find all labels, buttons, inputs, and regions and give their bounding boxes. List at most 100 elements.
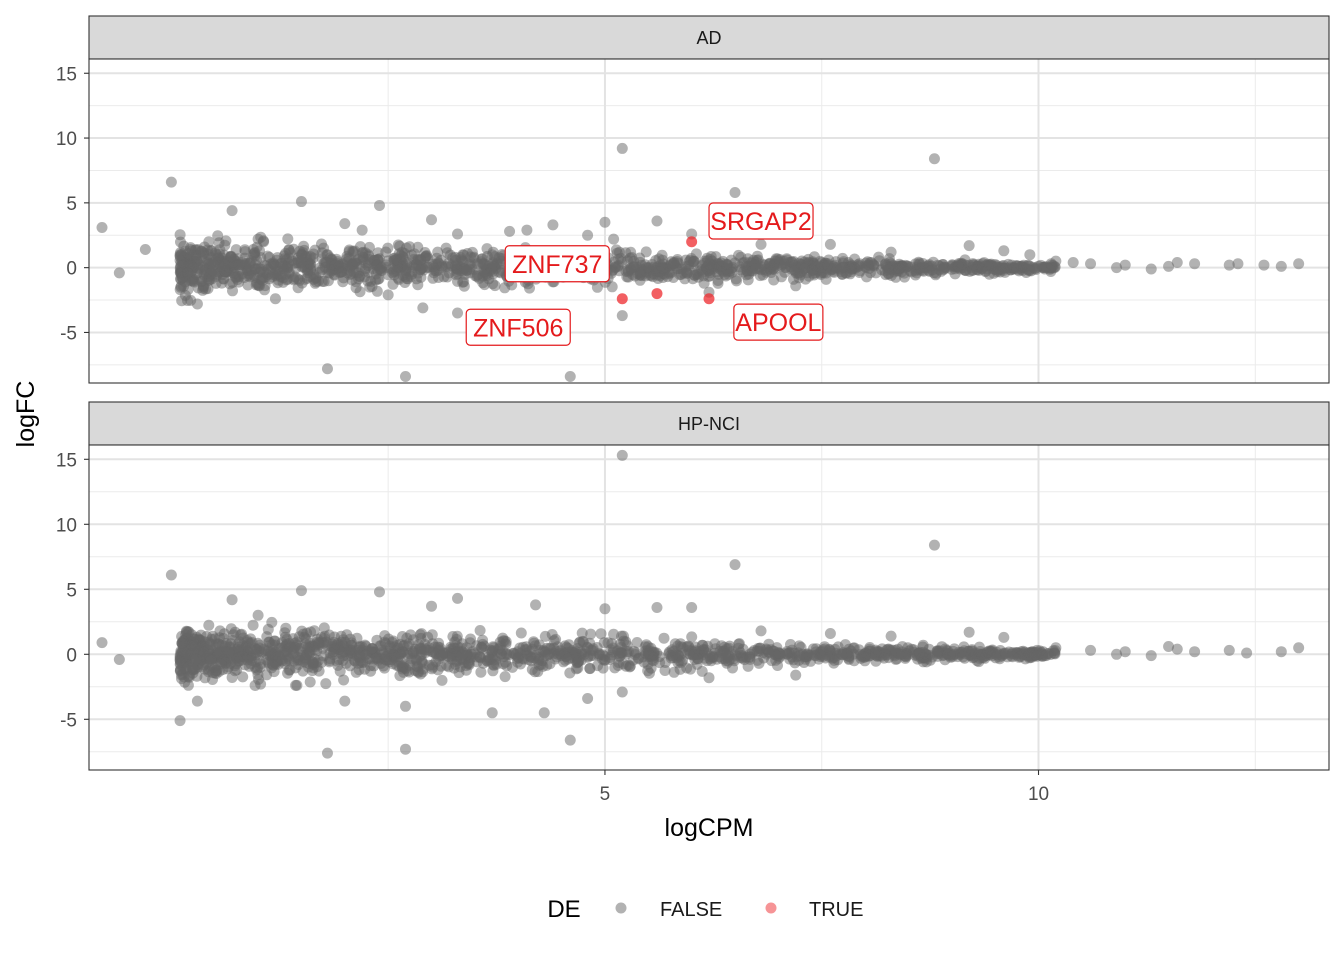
legend: DE FALSE TRUE xyxy=(547,896,863,923)
data-point xyxy=(1024,249,1036,261)
data-point xyxy=(608,233,620,245)
data-point xyxy=(606,638,618,650)
data-point xyxy=(1258,259,1270,271)
data-point xyxy=(321,363,333,375)
data-point xyxy=(395,656,407,668)
data-point xyxy=(980,266,991,278)
data-point xyxy=(304,676,316,688)
data-point xyxy=(280,622,292,634)
data-point xyxy=(96,221,108,233)
data-point xyxy=(165,569,177,581)
data-point xyxy=(373,586,385,598)
data-point xyxy=(186,629,198,641)
data-point xyxy=(681,267,693,279)
data-point xyxy=(837,252,849,264)
data-point xyxy=(947,645,959,657)
data-point xyxy=(338,674,350,686)
data-point xyxy=(624,263,636,275)
data-point xyxy=(1145,650,1157,662)
data-point xyxy=(824,628,836,639)
data-point xyxy=(816,649,828,661)
data-point xyxy=(249,661,261,673)
data-point xyxy=(261,631,273,643)
data-point xyxy=(113,654,125,665)
data-point xyxy=(495,258,507,270)
data-point xyxy=(219,259,231,271)
data-point xyxy=(267,269,279,280)
data-point xyxy=(406,268,418,280)
data-point xyxy=(1145,263,1157,275)
data-point xyxy=(420,644,432,656)
data-point xyxy=(613,657,625,668)
data-point xyxy=(654,651,666,662)
data-point xyxy=(674,663,686,675)
data-point xyxy=(191,695,203,707)
data-point xyxy=(616,449,628,461)
data-point xyxy=(341,650,353,662)
y-axis-title: logFC xyxy=(12,381,40,448)
data-point xyxy=(195,629,207,641)
data-point xyxy=(475,666,487,678)
data-point xyxy=(228,267,240,279)
data-point xyxy=(631,637,643,648)
data-point xyxy=(785,639,796,650)
data-point xyxy=(1241,647,1253,659)
data-point xyxy=(1013,651,1025,663)
data-point xyxy=(191,298,203,310)
data-point xyxy=(313,665,325,677)
data-point xyxy=(686,228,698,240)
data-point xyxy=(723,650,735,662)
data-point xyxy=(252,233,264,245)
y-tick-label: 15 xyxy=(56,450,77,471)
data-point xyxy=(295,196,307,208)
data-point xyxy=(990,652,1002,664)
data-point xyxy=(223,646,235,658)
data-point xyxy=(768,262,780,274)
data-point xyxy=(582,693,594,704)
data-point xyxy=(822,260,834,272)
data-point xyxy=(689,646,700,658)
data-point xyxy=(452,592,464,604)
data-point xyxy=(629,649,641,661)
data-point xyxy=(203,619,215,631)
data-point xyxy=(1189,646,1201,658)
data-point xyxy=(432,246,444,258)
x-tick-label: 5 xyxy=(600,784,611,805)
data-point xyxy=(441,247,453,259)
data-point xyxy=(113,267,125,279)
gene-label-text: ZNF506 xyxy=(473,314,563,342)
data-point xyxy=(257,274,269,286)
y-tick-label: 5 xyxy=(66,580,77,601)
data-point xyxy=(290,679,302,691)
data-point xyxy=(998,245,1010,257)
data-point xyxy=(320,678,332,690)
data-point xyxy=(853,644,865,656)
data-point xyxy=(659,665,671,676)
data-point xyxy=(1293,642,1305,654)
gene-label-box xyxy=(733,303,824,341)
data-point xyxy=(866,257,877,269)
data-point xyxy=(757,258,769,270)
y-axis-ad: -5 0 5 10 15 xyxy=(56,64,89,344)
gene-label-text: ZNF737 xyxy=(512,251,602,279)
data-point xyxy=(477,634,489,646)
data-point xyxy=(385,643,396,654)
data-point xyxy=(422,631,434,643)
data-point xyxy=(634,274,646,286)
data-point xyxy=(496,648,507,660)
data-point xyxy=(927,264,939,276)
gene-labels-ad: SRGAP2 ZNF737 ZNF506 APOOL xyxy=(465,202,824,346)
data-point xyxy=(371,259,383,271)
y-tick-label: 5 xyxy=(66,194,77,215)
facet-label-hp-nci: HP-NCI xyxy=(678,414,740,434)
data-point xyxy=(423,261,434,273)
data-point xyxy=(198,646,210,658)
data-point xyxy=(322,275,334,287)
data-point xyxy=(284,641,296,653)
data-point xyxy=(963,240,975,252)
data-point xyxy=(932,645,944,657)
data-point xyxy=(1275,260,1287,272)
legend-key-true xyxy=(765,902,777,914)
data-point xyxy=(1119,259,1131,271)
data-point xyxy=(729,186,741,198)
